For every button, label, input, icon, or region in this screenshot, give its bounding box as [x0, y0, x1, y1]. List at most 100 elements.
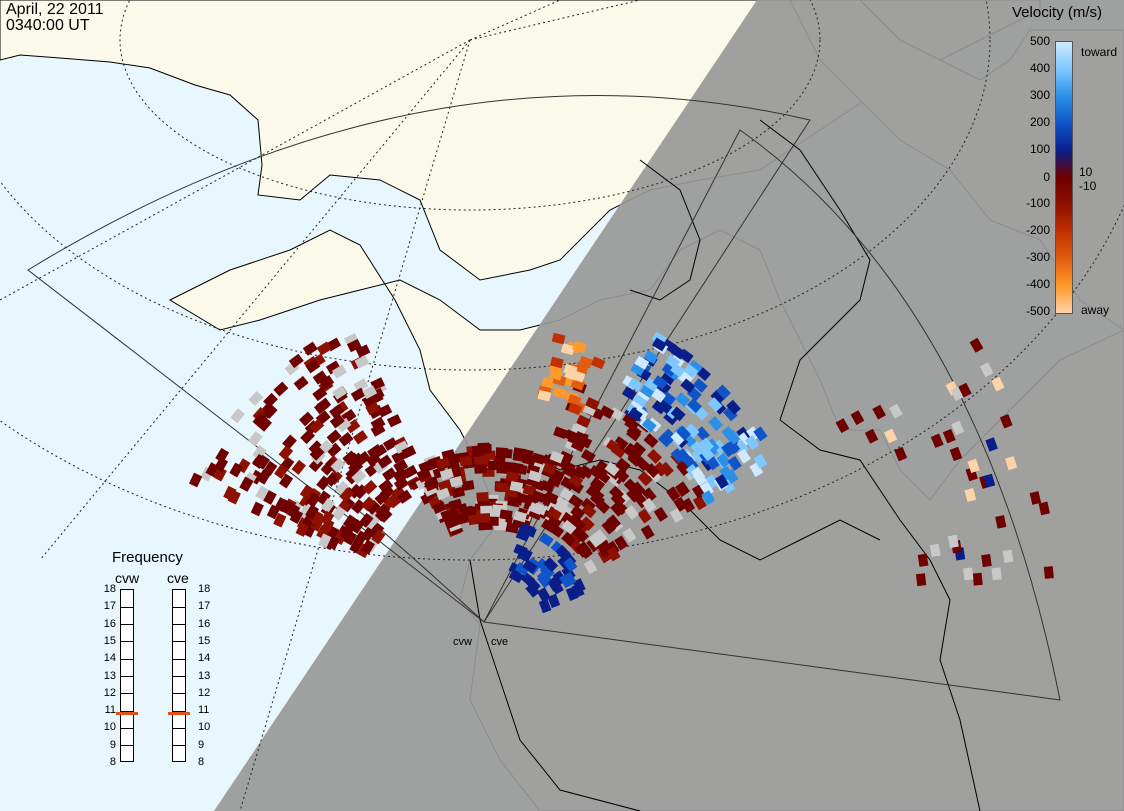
velocity-cell [248, 431, 263, 447]
velocity-cell [509, 480, 524, 493]
velocity-cell [623, 444, 639, 459]
velocity-cell [951, 420, 965, 436]
velocity-cell [229, 462, 244, 478]
velocity-cell [644, 377, 660, 392]
velocity-cell [263, 490, 277, 505]
velocity-cell [542, 462, 557, 476]
velocity-cell [641, 417, 657, 433]
velocity-cell [561, 519, 577, 535]
velocity-cell [727, 455, 742, 471]
velocity-cell [745, 435, 760, 451]
velocity-cell [561, 531, 577, 547]
velocity-cell [549, 450, 565, 464]
velocity-cell [339, 487, 354, 503]
velocity-cell [864, 428, 879, 444]
frequency-gridline [121, 658, 133, 660]
velocity-cell [1029, 491, 1042, 505]
velocity-cell [949, 446, 963, 462]
frequency-tick-label: 11 [104, 704, 116, 717]
velocity-cell [736, 448, 752, 464]
velocity-cell [316, 341, 332, 356]
velocity-cell [346, 338, 362, 353]
frequency-tick-label: 18 [103, 583, 116, 595]
velocity-cell [215, 447, 230, 463]
velocity-cell [570, 438, 586, 453]
velocity-cell [692, 378, 708, 393]
velocity-cell [391, 449, 407, 464]
velocity-cell [583, 559, 598, 575]
velocity-cell [230, 408, 245, 424]
velocity-cell [556, 546, 572, 562]
velocity-cell [560, 343, 575, 356]
velocity-cell [322, 458, 338, 474]
velocity-cell [522, 484, 537, 497]
velocity-cell [302, 341, 318, 356]
velocity-cell [678, 348, 694, 364]
velocity-cell [605, 439, 621, 454]
velocity-cell [431, 501, 447, 515]
velocity-cell [386, 414, 402, 428]
velocity-cell [522, 524, 537, 538]
velocity-cell [513, 510, 528, 523]
velocity-cell [753, 453, 768, 469]
frequency-gridline [173, 658, 185, 660]
velocity-cell [929, 543, 941, 558]
velocity-cell [255, 454, 271, 470]
velocity-cell [213, 466, 227, 482]
velocity-cell [370, 377, 386, 391]
velocity-cell [495, 447, 509, 458]
velocity-cell [915, 573, 927, 587]
velocity-cell [344, 333, 359, 347]
frequency-tick-label: 10 [103, 721, 116, 734]
fov-cvw [27, 94, 811, 623]
frequency-gridline [121, 710, 133, 712]
velocity-cell [701, 490, 716, 506]
velocity-cell [250, 501, 264, 517]
frequency-tick-label: 13 [103, 669, 116, 682]
velocity-cell [538, 532, 554, 547]
velocity-cell [652, 375, 668, 390]
velocity-cell [661, 362, 677, 377]
velocity-cell [507, 496, 521, 508]
velocity-cell [527, 470, 542, 483]
velocity-cell [559, 487, 575, 502]
velocity-cell [725, 439, 741, 455]
velocity-cell [714, 474, 729, 490]
velocity-cell [382, 467, 397, 482]
velocity-cell [278, 499, 293, 514]
frequency-tick-label: 17 [198, 600, 211, 613]
velocity-cell [579, 516, 595, 532]
velocity-cell [505, 522, 520, 534]
velocity-cell [331, 364, 347, 379]
velocity-cell [622, 527, 637, 543]
velocity-cell [950, 386, 964, 402]
colorbar-tick-label: 400 [1029, 61, 1050, 75]
frequency-tick-label: 18 [198, 583, 211, 595]
frequency-tick-label: 9 [109, 738, 116, 751]
velocity-cell [525, 582, 540, 598]
velocity-cell [753, 426, 768, 442]
velocity-cell [716, 384, 731, 400]
velocity-cell [942, 428, 956, 444]
velocity-cell [543, 491, 559, 505]
site-label: cvw [453, 636, 472, 648]
velocity-cell [548, 368, 563, 381]
velocity-cell [424, 478, 439, 492]
frequency-gridline [173, 606, 185, 608]
coastline-west [469, 559, 641, 811]
velocity-cell [437, 479, 453, 492]
velocity-cell [633, 393, 649, 408]
coastline-hudson [629, 159, 701, 301]
velocity-cell [367, 444, 383, 460]
velocity-cell [513, 543, 528, 557]
velocity-cell [512, 451, 526, 463]
velocity-cell [572, 465, 588, 480]
velocity-cell [539, 480, 555, 493]
graticule [469, 0, 561, 41]
velocity-cell [480, 505, 493, 515]
velocity-cell [345, 418, 361, 434]
date-label: April, 22 2011 [6, 1, 104, 18]
velocity-cell [361, 539, 375, 555]
velocity-cell [850, 410, 865, 426]
